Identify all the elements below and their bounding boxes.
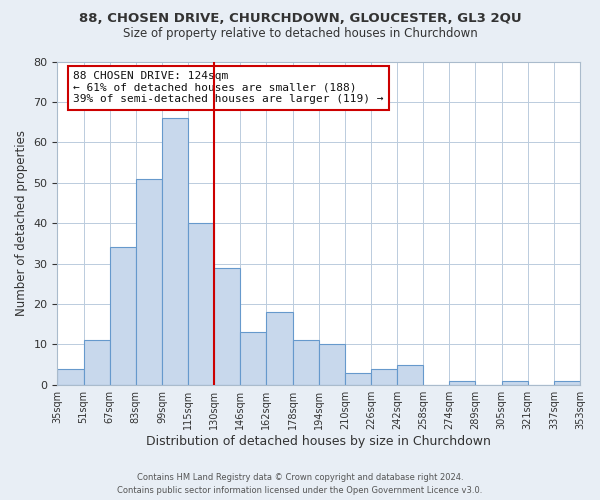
Bar [371, 368, 397, 384]
Text: 88 CHOSEN DRIVE: 124sqm
← 61% of detached houses are smaller (188)
39% of semi-d: 88 CHOSEN DRIVE: 124sqm ← 61% of detache… [73, 71, 383, 104]
Bar [58, 368, 83, 384]
Bar [136, 178, 162, 384]
Bar [188, 223, 214, 384]
Bar [319, 344, 345, 385]
Bar [345, 372, 371, 384]
Bar [397, 364, 423, 384]
Bar [449, 380, 475, 384]
Text: Contains HM Land Registry data © Crown copyright and database right 2024.
Contai: Contains HM Land Registry data © Crown c… [118, 474, 482, 495]
Text: 88, CHOSEN DRIVE, CHURCHDOWN, GLOUCESTER, GL3 2QU: 88, CHOSEN DRIVE, CHURCHDOWN, GLOUCESTER… [79, 12, 521, 26]
Text: Size of property relative to detached houses in Churchdown: Size of property relative to detached ho… [122, 28, 478, 40]
Bar [83, 340, 110, 384]
Bar [241, 332, 266, 384]
Bar [554, 380, 580, 384]
Bar [293, 340, 319, 384]
Y-axis label: Number of detached properties: Number of detached properties [15, 130, 28, 316]
Bar [502, 380, 528, 384]
Bar [214, 268, 241, 384]
Bar [266, 312, 293, 384]
Bar [110, 248, 136, 384]
Bar [162, 118, 188, 384]
X-axis label: Distribution of detached houses by size in Churchdown: Distribution of detached houses by size … [146, 434, 491, 448]
